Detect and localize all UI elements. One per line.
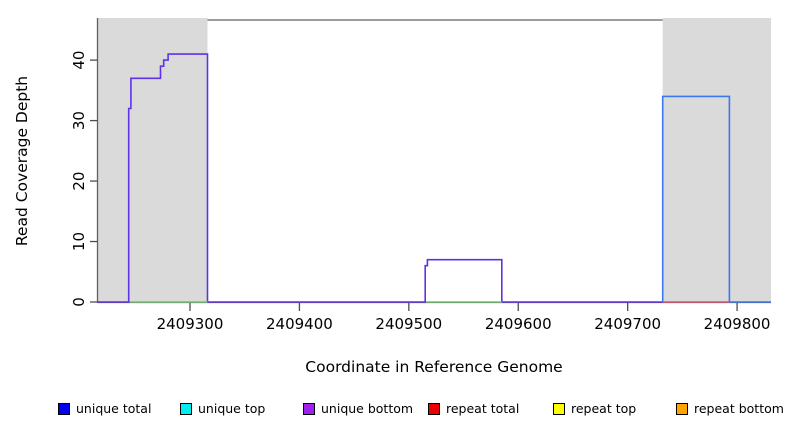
y-tick-label: 20	[70, 172, 88, 191]
x-tick-label: 2409500	[375, 315, 442, 333]
y-tick-label: 0	[70, 297, 88, 307]
y-tick-label: 10	[70, 232, 88, 251]
unique-total-coverage-line	[661, 95, 771, 303]
left-repeat-region-shading	[97, 18, 208, 302]
x-tick-label: 2409700	[594, 315, 661, 333]
x-tick-label: 2409800	[704, 315, 771, 333]
unique-bottom-coverage-line	[97, 53, 663, 303]
x-tick-label: 2409400	[266, 315, 333, 333]
x-tick-label: 2409300	[157, 315, 224, 333]
x-axis-title: Coordinate in Reference Genome	[305, 358, 562, 376]
y-axis-title: Read Coverage Depth	[13, 76, 31, 246]
y-tick-label: 40	[70, 51, 88, 70]
x-tick-label: 2409600	[485, 315, 552, 333]
right-repeat-region-shading	[662, 18, 771, 302]
y-tick-label: 30	[70, 111, 88, 130]
